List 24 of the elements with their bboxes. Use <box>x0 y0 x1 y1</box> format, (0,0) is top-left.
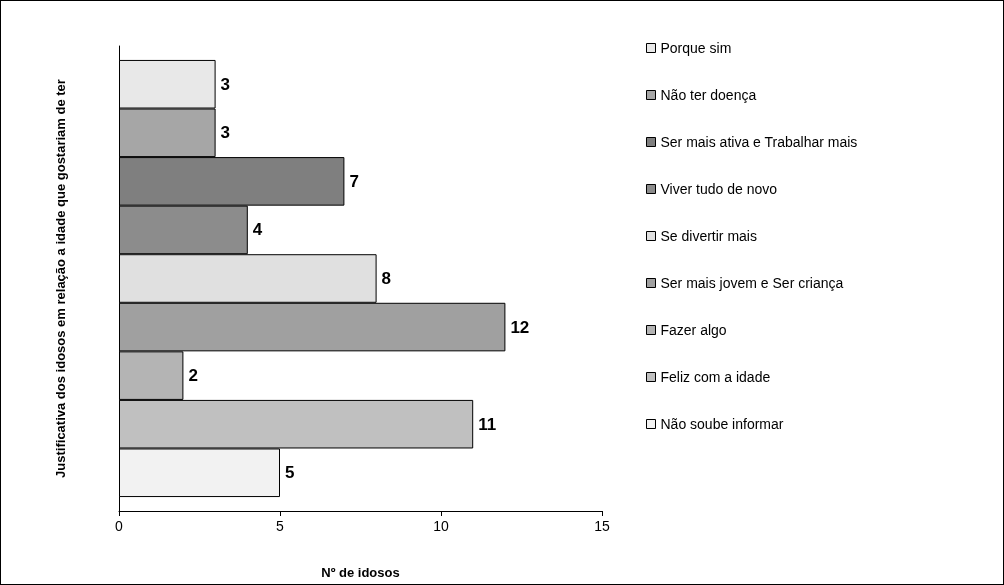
x-tick-label: 10 <box>433 518 449 534</box>
legend-label: Se divertir mais <box>660 228 757 244</box>
data-label: 11 <box>478 414 497 434</box>
x-tick-label: 5 <box>276 518 285 534</box>
data-label: 4 <box>252 220 263 240</box>
legend-label: Porque sim <box>660 40 732 56</box>
data-label: 2 <box>188 366 198 386</box>
legend-label: Fazer algo <box>660 322 727 338</box>
legend-label: Ser mais ativa e Trabalhar mais <box>660 134 858 150</box>
legend-label: Não soube informar <box>660 416 784 432</box>
data-label: 5 <box>285 463 295 483</box>
data-label: 12 <box>510 317 530 337</box>
data-label: 7 <box>349 171 359 191</box>
legend-label: Viver tudo de novo <box>660 181 778 197</box>
legend-label: Feliz com a idade <box>660 369 771 385</box>
data-label: 8 <box>381 269 392 288</box>
y-axis-title: Justificativa dos idosos em relação a idade que gostariam de ter <box>53 79 68 478</box>
x-axis-title: Nº de idosos <box>321 565 400 580</box>
data-label: 3 <box>220 74 231 94</box>
data-label: 3 <box>220 123 231 143</box>
legend-label: Não ter doença <box>660 87 757 103</box>
x-tick-label: 15 <box>594 518 610 534</box>
x-tick-label: 0 <box>115 518 124 534</box>
legend-label: Ser mais jovem e Ser criança <box>660 275 844 291</box>
